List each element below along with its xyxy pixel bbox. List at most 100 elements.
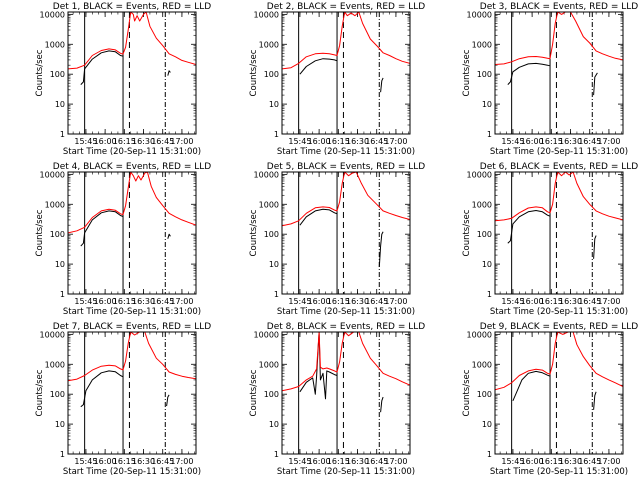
detector-panel-9: Det 9, BLACK = Events, RED = LLD 1 10 100 10… (462, 322, 638, 477)
plot-frame (67, 171, 197, 295)
detector-panel-5: Det 5, BLACK = Events, RED = LLD 1 10 100 10… (249, 162, 425, 317)
panel-title: Det 4, BLACK = Events, RED = LLD (53, 162, 212, 172)
x-tick-label: 16:30 (559, 137, 582, 146)
detector-panel-3: Det 3, BLACK = Events, RED = LLD 1 10 100 10… (462, 2, 638, 157)
x-tick-label: 16:00 (308, 457, 331, 466)
y-tick-label: 100 (264, 70, 279, 79)
x-tick-label: 15:45 (288, 297, 311, 306)
y-tick-label: 10 (269, 260, 279, 269)
x-tick-label: 16:00 (94, 457, 117, 466)
y-tick-label: 100 (264, 230, 279, 239)
series-line-events (166, 394, 170, 407)
y-axis-label: Counts/sec (462, 369, 472, 416)
x-tick-label: 17:00 (384, 297, 407, 306)
detector-panel-6: Det 6, BLACK = Events, RED = LLD 1 10 100 10… (462, 162, 638, 317)
x-tick-label: 16:00 (521, 137, 544, 146)
y-tick-label: 10 (55, 260, 65, 269)
plot-frame (494, 171, 624, 295)
x-tick-label: 15:45 (288, 137, 311, 146)
x-tick-label: 16:00 (521, 297, 544, 306)
y-tick-label: 10000 (467, 170, 492, 179)
x-axis-label: Start Time (20-Sep-11 15:31:00) (490, 467, 628, 477)
x-tick-label: 15:45 (501, 457, 524, 466)
detector-panel-7: Det 7, BLACK = Events, RED = LLD 1 10 100 10… (35, 322, 211, 477)
panel-title: Det 1, BLACK = Events, RED = LLD (53, 2, 212, 12)
x-tick-label: 17:00 (170, 137, 193, 146)
x-tick-label: 17:00 (384, 457, 407, 466)
series-line-lld (495, 332, 623, 391)
x-tick-label: 16:15 (540, 297, 563, 306)
x-tick-label: 16:30 (559, 457, 582, 466)
x-tick-label: 16:15 (327, 457, 350, 466)
x-tick-label: 16:30 (132, 297, 155, 306)
series-line-lld (68, 12, 196, 70)
panel-title: Det 6, BLACK = Events, RED = LLD (480, 162, 639, 172)
x-axis-label: Start Time (20-Sep-11 15:31:00) (277, 147, 415, 157)
x-tick-label: 17:00 (384, 137, 407, 146)
detector-panel-1: Det 1, BLACK = Events, RED = LLD 1 10 100 10… (35, 2, 211, 157)
x-tick-label: 16:30 (559, 297, 582, 306)
x-tick-label: 17:00 (170, 457, 193, 466)
x-tick-label: 16:15 (327, 297, 350, 306)
x-tick-label: 17:00 (597, 457, 620, 466)
x-tick-label: 15:45 (74, 297, 97, 306)
x-tick-label: 16:00 (521, 457, 544, 466)
series-line-events (593, 391, 597, 410)
y-tick-label: 100 (477, 70, 492, 79)
x-tick-label: 16:30 (346, 137, 369, 146)
plot-frame (281, 11, 411, 135)
y-tick-label: 1000 (472, 360, 492, 369)
series-line-lld (282, 172, 410, 227)
series-line-events (299, 208, 338, 226)
x-tick-label: 16:45 (365, 297, 388, 306)
x-tick-label: 17:00 (597, 137, 620, 146)
y-tick-label: 10000 (40, 330, 65, 339)
series-line-lld (68, 172, 196, 234)
series-line-lld (495, 12, 623, 65)
plot-frame (67, 331, 197, 455)
plot-frame (494, 11, 624, 135)
x-axis-label: Start Time (20-Sep-11 15:31:00) (277, 307, 415, 317)
x-tick-label: 16:15 (113, 137, 136, 146)
y-tick-label: 1000 (472, 200, 492, 209)
series-line-events (593, 72, 598, 96)
series-line-lld (282, 332, 410, 392)
series-line-lld (282, 12, 410, 70)
y-axis-label: Counts/sec (249, 369, 259, 416)
y-tick-label: 1000 (259, 40, 279, 49)
y-tick-label: 10 (482, 260, 492, 269)
series-line-events (167, 233, 171, 239)
x-tick-label: 16:15 (327, 137, 350, 146)
y-tick-label: 10 (269, 420, 279, 429)
y-tick-label: 100 (264, 390, 279, 399)
y-tick-label: 10000 (254, 330, 279, 339)
x-tick-label: 15:45 (288, 457, 311, 466)
detector-panel-2: Det 2, BLACK = Events, RED = LLD 1 10 100 10… (249, 2, 425, 157)
y-tick-label: 10000 (40, 170, 65, 179)
x-tick-label: 15:45 (74, 137, 97, 146)
series-line-events (380, 77, 384, 93)
y-tick-label: 1 (487, 290, 492, 299)
y-tick-label: 1000 (472, 40, 492, 49)
x-tick-label: 16:15 (113, 457, 136, 466)
y-tick-label: 100 (477, 390, 492, 399)
x-tick-label: 16:00 (308, 137, 331, 146)
y-tick-label: 10000 (254, 10, 279, 19)
y-tick-label: 10000 (40, 10, 65, 19)
series-line-events (80, 210, 124, 247)
y-tick-label: 1000 (45, 360, 65, 369)
x-axis-label: Start Time (20-Sep-11 15:31:00) (490, 147, 628, 157)
y-tick-label: 100 (50, 230, 65, 239)
panel-title: Det 9, BLACK = Events, RED = LLD (480, 322, 639, 332)
x-tick-label: 17:00 (597, 297, 620, 306)
y-axis-label: Counts/sec (249, 49, 259, 96)
x-tick-label: 16:30 (132, 137, 155, 146)
y-axis-label: Counts/sec (249, 209, 259, 256)
series-line-events (167, 70, 171, 76)
y-tick-label: 10 (482, 420, 492, 429)
y-tick-label: 10000 (467, 330, 492, 339)
y-tick-label: 1 (274, 450, 279, 459)
series-line-events (507, 210, 551, 244)
